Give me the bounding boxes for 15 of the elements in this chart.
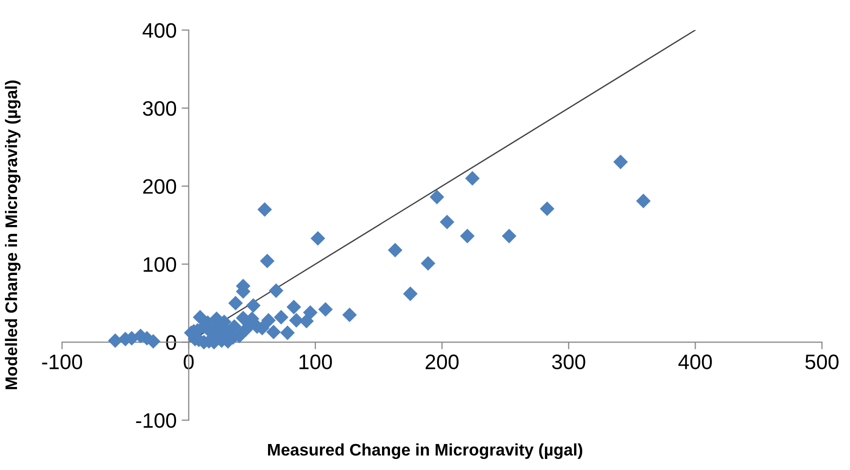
x-tick-label: 400 xyxy=(678,354,712,370)
x-tick-label: 500 xyxy=(805,354,839,370)
x-axis-title: Measured Change in Microgravity (µgal) xyxy=(268,443,582,460)
y-tick-label: 100 xyxy=(144,257,176,272)
x-tick-label: 100 xyxy=(300,354,332,370)
x-tick-label: -100 xyxy=(42,354,82,370)
x-tick-label: 0 xyxy=(184,354,194,370)
y-tick-label: -100 xyxy=(136,413,176,428)
y-tick-label: 200 xyxy=(143,179,176,194)
y-axis-title: Modelled Change in Microgravity (µgal) xyxy=(4,80,21,390)
y-tick-label: 300 xyxy=(142,101,176,116)
x-tick-label: 300 xyxy=(552,354,586,370)
y-tick-label: 400 xyxy=(142,23,176,38)
y-tick-label: 0 xyxy=(166,335,176,350)
x-tick-label: 200 xyxy=(426,354,459,370)
